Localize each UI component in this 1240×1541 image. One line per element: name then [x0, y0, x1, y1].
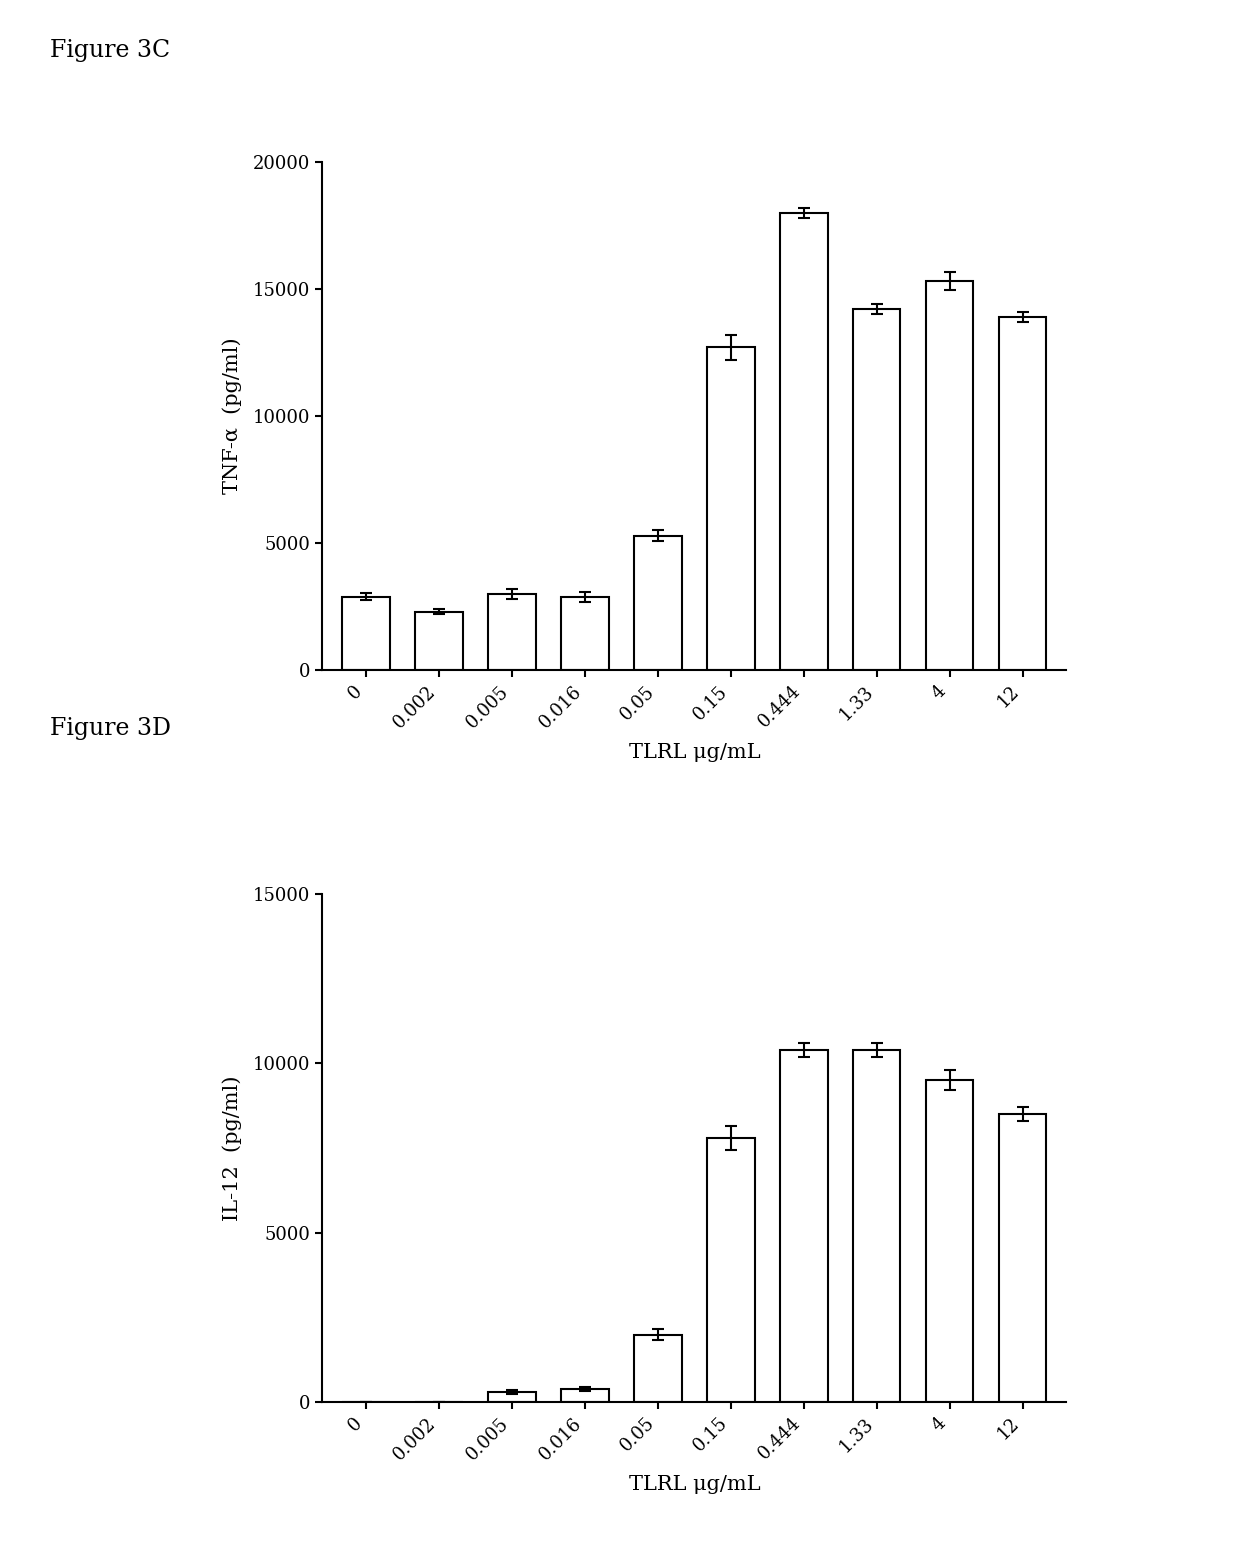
Bar: [999, 1114, 1047, 1402]
Bar: [780, 213, 827, 670]
Bar: [342, 596, 389, 670]
Bar: [999, 317, 1047, 670]
X-axis label: TLRL μg/mL: TLRL μg/mL: [629, 1475, 760, 1493]
Bar: [707, 347, 755, 670]
Bar: [489, 595, 536, 670]
Y-axis label: IL-12  (pg/ml): IL-12 (pg/ml): [222, 1076, 242, 1220]
Bar: [926, 282, 973, 670]
Bar: [489, 1392, 536, 1402]
Y-axis label: TNF-α  (pg/ml): TNF-α (pg/ml): [222, 337, 242, 495]
Text: Figure 3D: Figure 3D: [50, 717, 171, 740]
Bar: [415, 612, 463, 670]
Text: Figure 3C: Figure 3C: [50, 39, 170, 62]
Bar: [853, 310, 900, 670]
Bar: [853, 1049, 900, 1402]
Bar: [634, 536, 682, 670]
Bar: [780, 1049, 827, 1402]
X-axis label: TLRL μg/mL: TLRL μg/mL: [629, 743, 760, 761]
Bar: [926, 1080, 973, 1402]
Bar: [562, 596, 609, 670]
Bar: [634, 1335, 682, 1402]
Bar: [562, 1388, 609, 1402]
Bar: [707, 1137, 755, 1402]
